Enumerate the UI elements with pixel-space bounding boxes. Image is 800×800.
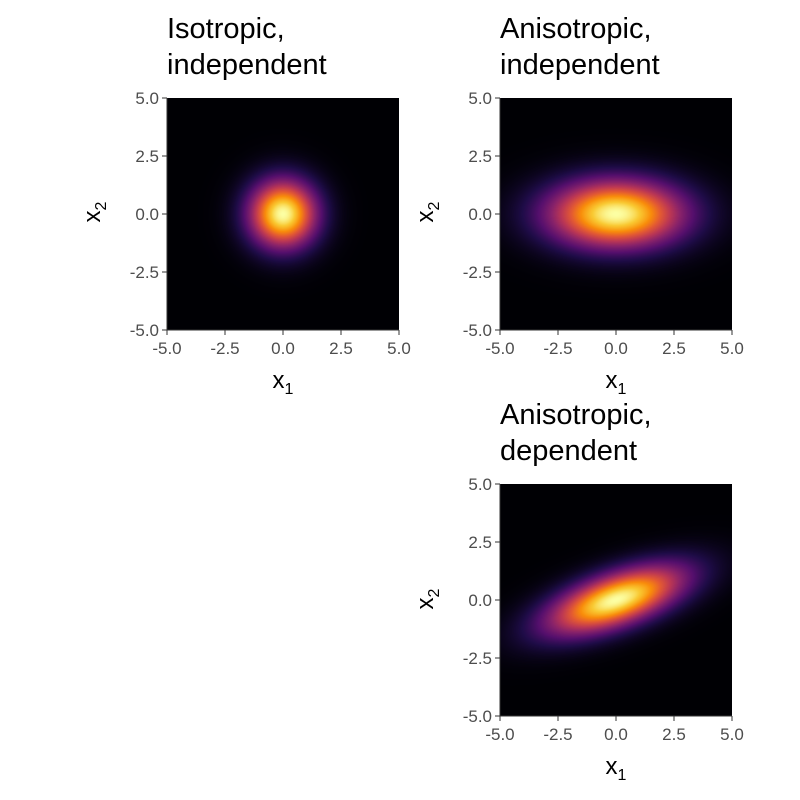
y-tick-label: -5.0: [463, 707, 492, 726]
x-tick-label: 5.0: [387, 339, 411, 358]
x-axis-ticks: -5.0 -2.5 0.0 2.5 5.0: [152, 330, 411, 358]
panel-anisotropic-dependent: Anisotropic, dependent -5.0 -2.5 0.0 2.5 5.0…: [412, 399, 744, 784]
plot-area: [166, 98, 399, 331]
plot-area: [499, 484, 732, 717]
y-tick-label: 5.0: [468, 475, 492, 494]
y-tick-label: 5.0: [135, 89, 159, 108]
panel-isotropic-independent: Isotropic, independent -5.0 -2.5 0.0 2.5 5.0…: [79, 13, 411, 398]
panel-title-line1: Isotropic,: [167, 13, 285, 45]
x-tick-label: 5.0: [720, 339, 744, 358]
x-tick-label: -2.5: [210, 339, 239, 358]
x-tick-label: -2.5: [543, 725, 572, 744]
y-axis-label: x2: [412, 588, 443, 609]
y-tick-label: 2.5: [468, 147, 492, 166]
x-axis-label: x1: [606, 753, 627, 784]
panel-title-line2: independent: [167, 49, 327, 81]
panel-title-line1: Anisotropic,: [500, 399, 652, 431]
y-axis-ticks: -5.0 -2.5 0.0 2.5 5.0: [463, 89, 500, 340]
y-tick-label: 0.0: [468, 591, 492, 610]
panel-title-line2: independent: [500, 49, 660, 81]
y-tick-label: 0.0: [135, 205, 159, 224]
y-tick-label: -5.0: [463, 321, 492, 340]
y-tick-label: 2.5: [468, 533, 492, 552]
y-tick-label: -2.5: [463, 649, 492, 668]
plot-area: [499, 98, 732, 331]
x-axis-label: x1: [606, 367, 627, 398]
x-tick-label: 2.5: [329, 339, 353, 358]
y-tick-label: -2.5: [130, 263, 159, 282]
y-axis-ticks: -5.0 -2.5 0.0 2.5 5.0: [130, 89, 167, 340]
panel-anisotropic-independent: Anisotropic, independent -5.0 -2.5 0.0 2.5 5…: [412, 13, 744, 398]
x-axis-label: x1: [273, 367, 294, 398]
density-heatmap: [500, 98, 732, 330]
x-tick-label: -2.5: [543, 339, 572, 358]
x-axis-ticks: -5.0 -2.5 0.0 2.5 5.0: [485, 330, 744, 358]
x-tick-label: 0.0: [604, 339, 628, 358]
y-tick-label: -2.5: [463, 263, 492, 282]
x-tick-label: -5.0: [485, 725, 514, 744]
density-heatmap: [500, 484, 732, 716]
x-tick-label: -5.0: [485, 339, 514, 358]
panel-title-line2: dependent: [500, 435, 637, 467]
x-tick-label: 0.0: [271, 339, 295, 358]
x-axis-ticks: -5.0 -2.5 0.0 2.5 5.0: [485, 716, 744, 744]
x-tick-label: -5.0: [152, 339, 181, 358]
panel-title-line1: Anisotropic,: [500, 13, 652, 45]
y-axis-ticks: -5.0 -2.5 0.0 2.5 5.0: [463, 475, 500, 726]
y-tick-label: 2.5: [135, 147, 159, 166]
y-tick-label: -5.0: [130, 321, 159, 340]
density-heatmap: [167, 98, 399, 330]
y-axis-label: x2: [79, 201, 110, 222]
x-tick-label: 2.5: [662, 725, 686, 744]
y-tick-label: 0.0: [468, 205, 492, 224]
y-tick-label: 5.0: [468, 89, 492, 108]
x-tick-label: 0.0: [604, 725, 628, 744]
y-axis-label: x2: [412, 201, 443, 222]
x-tick-label: 5.0: [720, 725, 744, 744]
x-tick-label: 2.5: [662, 339, 686, 358]
